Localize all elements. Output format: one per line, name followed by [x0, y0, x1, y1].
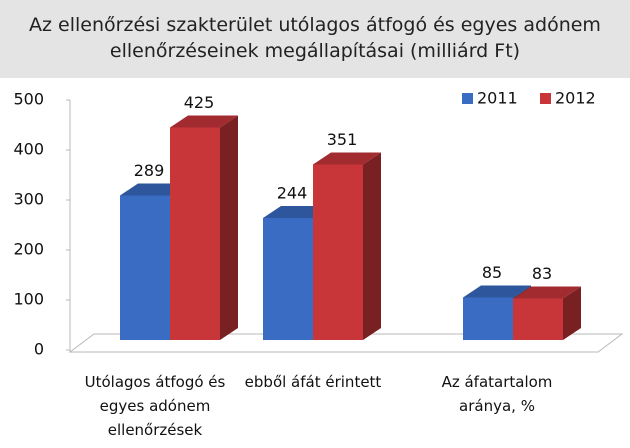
bar	[513, 298, 563, 340]
x-tick-label: ebből áfát érintett	[244, 373, 382, 391]
bar	[263, 218, 313, 340]
value-label: 85	[482, 263, 502, 282]
value-label: 244	[277, 184, 308, 203]
y-tick-label: 400	[13, 140, 44, 159]
bar-side	[363, 152, 381, 340]
bar	[463, 297, 513, 340]
legend-swatch	[462, 93, 473, 104]
y-tick-label: 100	[13, 290, 44, 309]
bar	[313, 164, 363, 340]
y-tick-label: 300	[13, 190, 44, 209]
bar	[120, 195, 170, 340]
legend-label: 2011	[477, 89, 518, 108]
y-tick-label: 0	[34, 340, 44, 359]
x-tick-label: Utólagos átfogó és egyes adónem ellenőrz…	[84, 373, 226, 439]
chart-title: Az ellenőrzési szakterület utólagos átfo…	[0, 0, 630, 78]
value-label: 289	[134, 161, 165, 180]
legend-swatch	[540, 93, 551, 104]
bar-top	[463, 285, 531, 298]
y-tick-label: 200	[13, 240, 44, 259]
value-label: 83	[532, 264, 552, 283]
bar	[170, 127, 220, 340]
bar-top	[313, 152, 381, 165]
bar-side	[220, 115, 238, 340]
bar-top	[170, 115, 238, 128]
bar-side	[563, 286, 581, 340]
y-tick-label: 500	[13, 90, 44, 109]
bar-top	[513, 286, 581, 299]
value-label: 351	[327, 130, 358, 149]
value-label: 425	[184, 93, 215, 112]
x-tick-label: Az áfatartalom aránya, %	[441, 373, 553, 415]
legend-label: 2012	[555, 89, 596, 108]
